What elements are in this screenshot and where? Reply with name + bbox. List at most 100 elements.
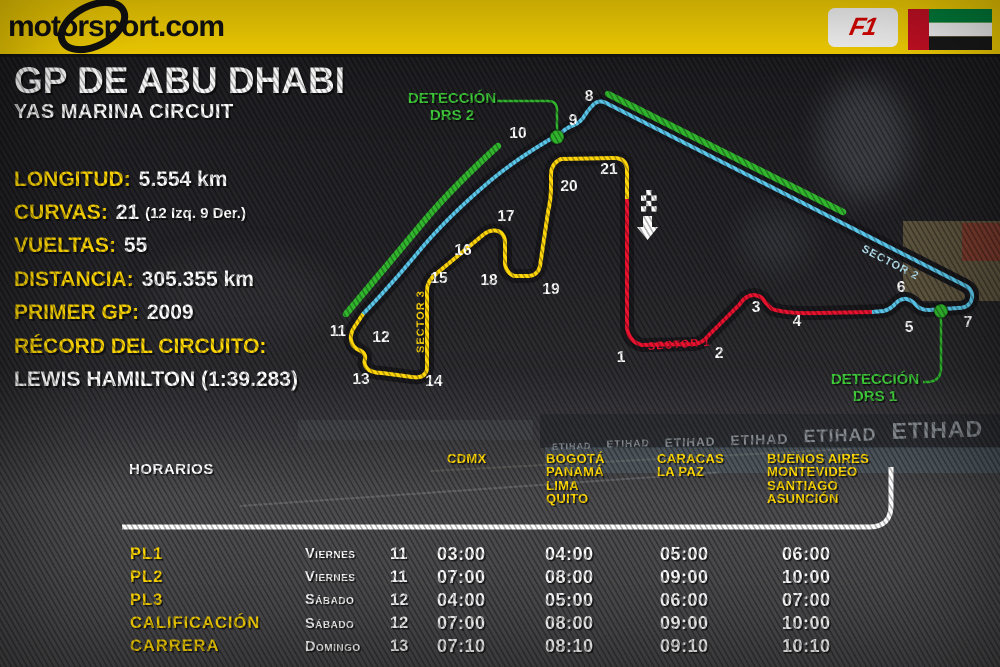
turn-number-17: 17 [497, 208, 514, 225]
turn-number-14: 14 [425, 373, 443, 390]
motorsport-swoosh-icon [57, 0, 129, 54]
stat-value: 5.554 km [138, 167, 228, 191]
flag-square [641, 195, 647, 201]
session-name: PL3 [130, 590, 164, 609]
stat-label: PRIMER GP: [14, 301, 139, 325]
stat-line: RÉCORD DEL CIRCUITO: [14, 330, 298, 363]
turn-number-7: 7 [964, 314, 973, 331]
ad-board [298, 420, 533, 440]
grandstand-glow [150, 250, 330, 340]
stat-line: VUELTAS: 55 [14, 230, 298, 263]
direction-arrow-icon [637, 216, 658, 240]
session-time: 10:10 [782, 636, 831, 657]
session-name: CARRERA [130, 637, 220, 656]
drs-zone-2 [342, 142, 502, 318]
session-time: 09:00 [660, 613, 709, 634]
session-time: 10:00 [782, 613, 831, 634]
turn-number-20: 20 [560, 178, 577, 195]
session-time: 09:10 [660, 636, 709, 657]
uae-flag-icon [908, 9, 992, 50]
drs2-connector [497, 99, 559, 131]
turn-number-1: 1 [617, 349, 626, 366]
drs1-detection-dot [933, 303, 949, 319]
turn-number-10: 10 [509, 125, 526, 142]
sector3-label: SECTOR 3 [415, 290, 427, 353]
schedule-column-header: BOGOTÁ PANAMÁ LIMA QUITO [546, 452, 605, 505]
session-time: 07:00 [782, 589, 831, 610]
column-header-line: QUITO [546, 490, 589, 506]
sector1-line [625, 199, 873, 347]
turn-number-12: 12 [372, 329, 389, 346]
schedule-row-PL2: PL2 Viernes 11 07:00 08:00 09:00 10:00 [130, 566, 862, 589]
drs1-connector [923, 318, 943, 384]
schedule-row-PL1: PL1 Viernes 11 03:00 04:00 05:00 06:00 [130, 543, 862, 566]
flag-square [651, 206, 657, 212]
f1-logo-card: F1 [828, 8, 898, 47]
session-time: 09:00 [660, 566, 709, 587]
flag-square [646, 190, 652, 196]
session-day: Sábado [305, 592, 355, 609]
session-date: 11 [390, 544, 408, 563]
flag-square [646, 200, 652, 207]
track-wall [540, 414, 1000, 448]
session-time: 05:00 [660, 543, 709, 564]
building-shape [962, 223, 1000, 261]
turn-number-13: 13 [352, 371, 370, 388]
schedule-column-header: CDMX [447, 451, 487, 466]
session-time: 03:00 [437, 543, 486, 564]
session-time: 07:00 [437, 613, 486, 634]
schedule-divider-line [122, 467, 894, 530]
drs2-detection-label: DETECCIÓN DRS 2 [406, 90, 498, 124]
track-band [343, 94, 980, 385]
flag-square [641, 206, 647, 212]
session-date: 12 [390, 590, 409, 609]
schedule-row-CALIFICACIÓN: CALIFICACIÓN Sábado 12 07:00 08:00 09:00 10:00 [130, 612, 862, 635]
stat-line: LEWIS HAMILTON (1:39.283) [14, 363, 298, 396]
session-name: CALIFICACIÓN [130, 614, 261, 633]
stat-value: 2009 [146, 301, 194, 325]
top-brand-bar: motorsport.com F1 [0, 0, 1000, 57]
session-time: 10:00 [782, 566, 831, 587]
stat-value: 305.355 km [141, 267, 254, 291]
session-time: 07:10 [437, 636, 486, 657]
stat-note: (12 Izq. 9 Der.) [145, 204, 246, 222]
turn-number-11: 11 [330, 323, 347, 340]
schedule-column-header: BUENOS AIRES MONTEVIDEO SANTIAGO ASUNCIÓN [767, 452, 869, 505]
sector1-label: SECTOR 1 [647, 337, 710, 353]
session-date: 13 [390, 637, 409, 656]
schedule-row-CARRERA: CARRERA Domingo 13 07:10 08:10 09:10 10:10 [130, 635, 862, 658]
stat-label: VUELTAS: [14, 234, 116, 258]
column-header-line: LA PAZ [657, 464, 705, 480]
turn-number-19: 19 [542, 281, 560, 298]
stat-line: CURVAS: 21 (12 Izq. 9 Der.) [14, 196, 298, 229]
drs1-label-line1: DETECCIÓN [830, 371, 920, 388]
column-header-line: CDMX [447, 451, 487, 466]
column-header-line: MONTEVIDEO [767, 464, 858, 480]
session-time: 05:00 [545, 589, 594, 610]
drs1-label-line2: DRS 1 [852, 388, 898, 405]
session-time: 04:00 [545, 543, 594, 564]
session-day: Sábado [305, 615, 355, 632]
session-date: 12 [390, 614, 409, 633]
schedule-heading: HORARIOS [129, 461, 214, 478]
drs1-detection-label: DETECCIÓN DRS 1 [827, 371, 923, 405]
turn-number-18: 18 [480, 272, 498, 289]
stat-label: LONGITUD: [14, 167, 131, 191]
sector3-line [348, 156, 629, 380]
session-date: 11 [390, 567, 408, 586]
drs2-detection-dot [549, 129, 565, 145]
session-time: 08:00 [545, 566, 594, 587]
schedule-column-header: CARACAS LA PAZ [657, 452, 724, 479]
turn-number-9: 9 [569, 112, 578, 129]
column-header-line: BOGOTÁ [546, 451, 605, 466]
turn-number-6: 6 [897, 279, 906, 296]
night-photo-background [0, 57, 1000, 667]
turn-number-5: 5 [905, 319, 914, 336]
session-time: 07:00 [437, 566, 486, 587]
turn-number-3: 3 [752, 299, 761, 316]
stat-line: DISTANCIA: 305.355 km [14, 263, 298, 296]
floodlight-glow [740, 210, 810, 270]
schedule-row-PL3: PL3 Sábado 12 04:00 05:00 06:00 07:00 [130, 589, 862, 612]
